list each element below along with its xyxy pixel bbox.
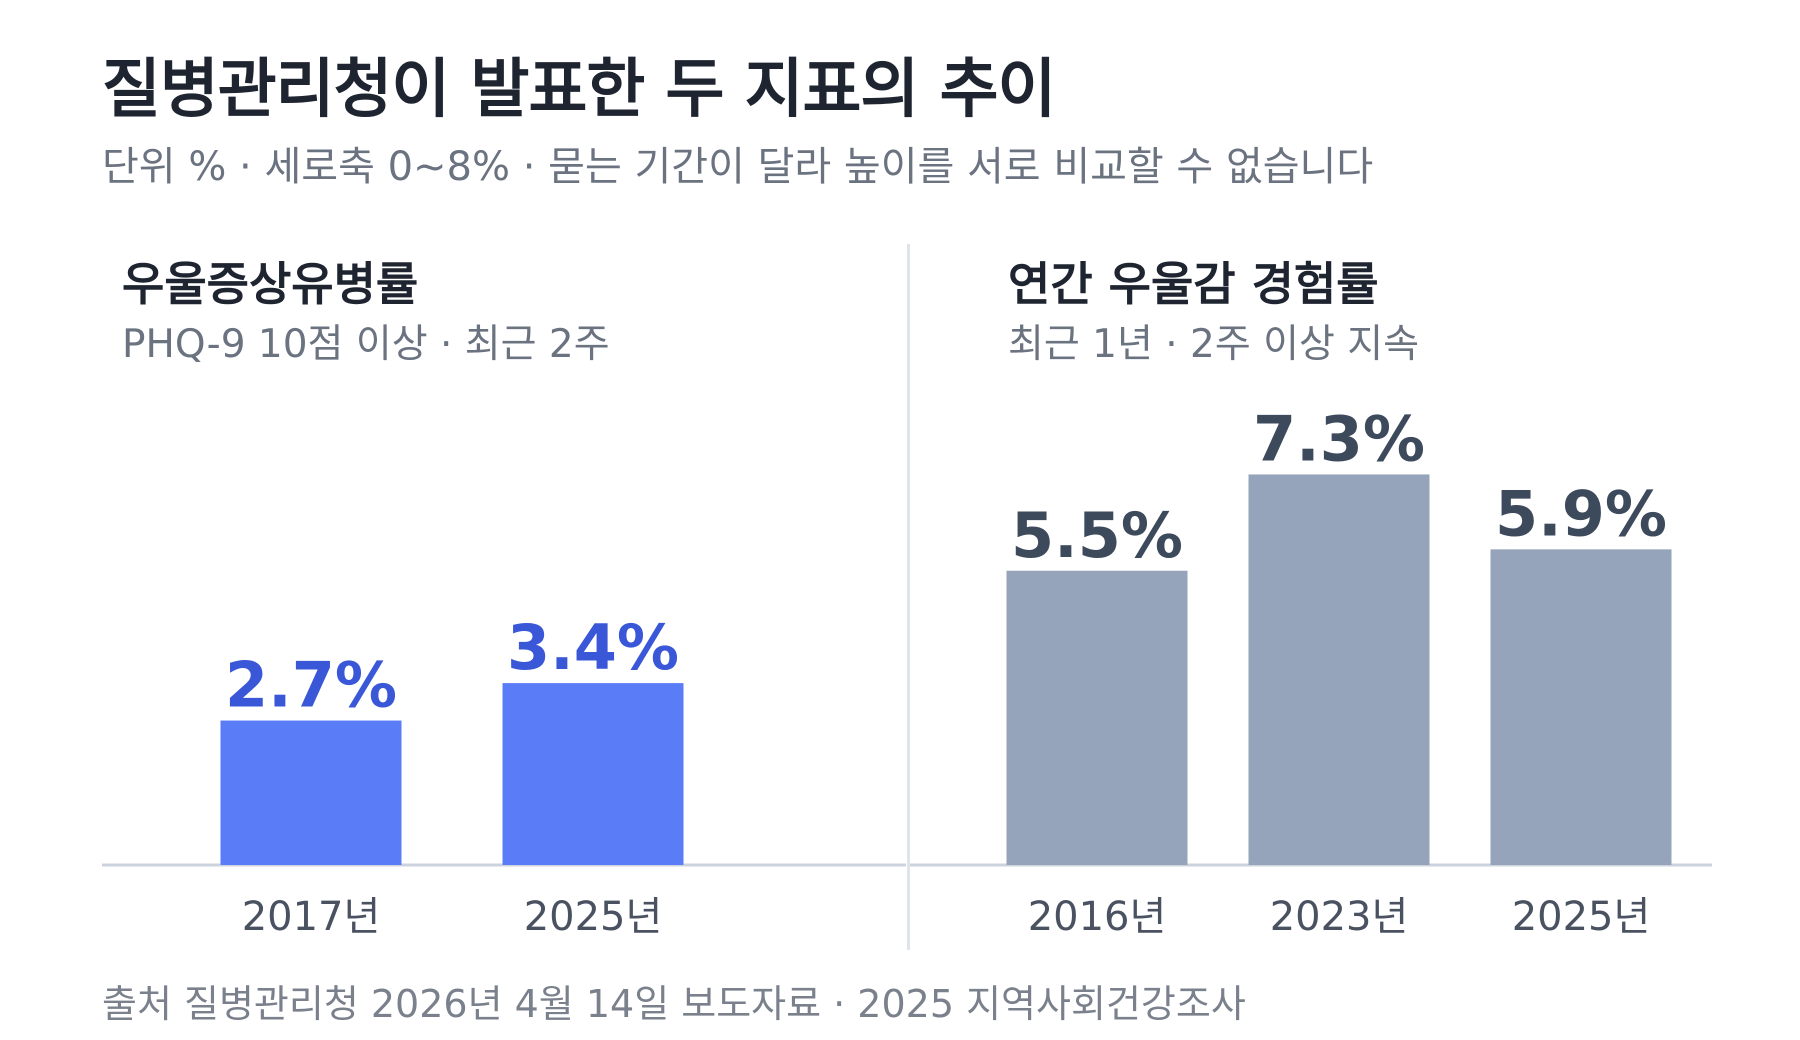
- right-bar-3: [1490, 549, 1672, 865]
- left-x-tick-1: 2017년: [242, 894, 381, 940]
- page-title: 질병관리청이 발표한 두 지표의 추이: [102, 53, 1056, 127]
- left-panel-subtitle: PHQ-9 10점 이상 · 최근 2주: [122, 322, 610, 367]
- right-bar-1: [1006, 570, 1188, 865]
- right-x-tick-3: 2025년: [1512, 894, 1651, 940]
- right-bar-2-value-label: 7.3%: [1253, 402, 1425, 475]
- right-panel-title: 연간 우울감 경험률: [1008, 257, 1379, 311]
- left-x-tick-2: 2025년: [524, 894, 663, 940]
- right-bar-1-value-label: 5.5%: [1011, 499, 1183, 572]
- left-bar-2: [502, 683, 684, 865]
- left-bar-2-value-label: 3.4%: [507, 611, 679, 684]
- right-bar-3-value-label: 5.9%: [1495, 477, 1667, 550]
- left-panel-title: 우울증상유병률: [122, 257, 419, 311]
- source-note: 출처 질병관리청 2026년 4월 14일 보도자료 · 2025 지역사회건강…: [102, 982, 1246, 1026]
- right-x-tick-1: 2016년: [1028, 894, 1167, 940]
- page-subtitle: 단위 % · 세로축 0~8% · 묻는 기간이 달라 높이를 서로 비교할 수…: [102, 144, 1374, 190]
- right-x-tick-2: 2023년: [1270, 894, 1409, 940]
- left-bar-1: [220, 720, 402, 865]
- left-bar-1-value-label: 2.7%: [225, 649, 397, 722]
- right-bar-2: [1248, 474, 1430, 865]
- right-panel-subtitle: 최근 1년 · 2주 이상 지속: [1008, 322, 1420, 367]
- panel-divider: [907, 244, 910, 950]
